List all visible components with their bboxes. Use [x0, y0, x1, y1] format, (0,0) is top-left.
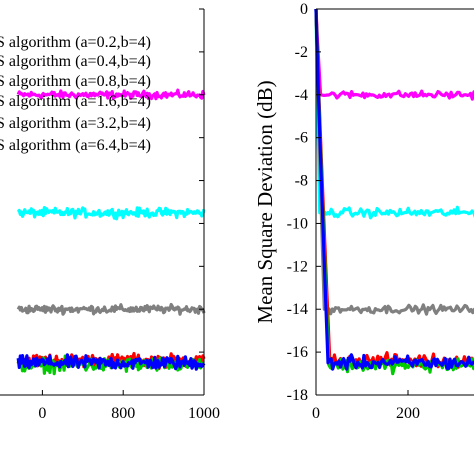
- right-y-tick-label: -8: [295, 173, 308, 190]
- legend-entry-6: S algorithm (a=6.4,b=4): [0, 137, 151, 154]
- right-series-line-6: [314, 8, 474, 371]
- left-series-line-2: [16, 206, 206, 221]
- right-y-tick-label: -4: [295, 87, 308, 104]
- legend-entry-5: S algorithm (a=3.2,b=4): [0, 115, 151, 132]
- right-y-axis-label: Mean Square Deviation (dB): [253, 80, 277, 323]
- legend-entry-2: S algorithm (a=0.4,b=4): [0, 53, 151, 70]
- left-x-tick-label: 0: [38, 405, 46, 422]
- right-y-tick-label: -12: [287, 258, 308, 275]
- right-y-tick-label: -16: [287, 344, 308, 361]
- right-y-tick-label: -6: [295, 130, 308, 147]
- right-y-tick-label: 0: [300, 1, 308, 18]
- right-series-line-1: [314, 8, 474, 101]
- left-x-tick-label: 1000: [188, 405, 220, 422]
- legend-entry-3: S algorithm (a=0.8,b=4): [0, 73, 151, 90]
- right-y-tick-label: -2: [295, 44, 308, 61]
- right-y-tick-label: -14: [287, 301, 308, 318]
- left-panel: 0 800 1000 S algorithm (a=0.2,b=4) S algorit…: [0, 8, 220, 422]
- legend-entry-4: S algorithm (a=1.6,b=4): [0, 93, 151, 110]
- right-y-tick-label: -10: [287, 215, 308, 232]
- right-series-line-3: [314, 8, 474, 316]
- right-x-tick-label: 0: [312, 405, 320, 422]
- right-y-tick-label: -18: [287, 387, 308, 404]
- left-series-line-3: [16, 302, 206, 316]
- legend-entry-1: S algorithm (a=0.2,b=4): [0, 34, 151, 51]
- right-series-line-2: [314, 8, 474, 220]
- left-series-line-1: [16, 88, 206, 101]
- right-x-tick-label: 200: [396, 405, 420, 422]
- left-x-tick-label: 800: [111, 405, 135, 422]
- left-series-line-6: [16, 353, 206, 371]
